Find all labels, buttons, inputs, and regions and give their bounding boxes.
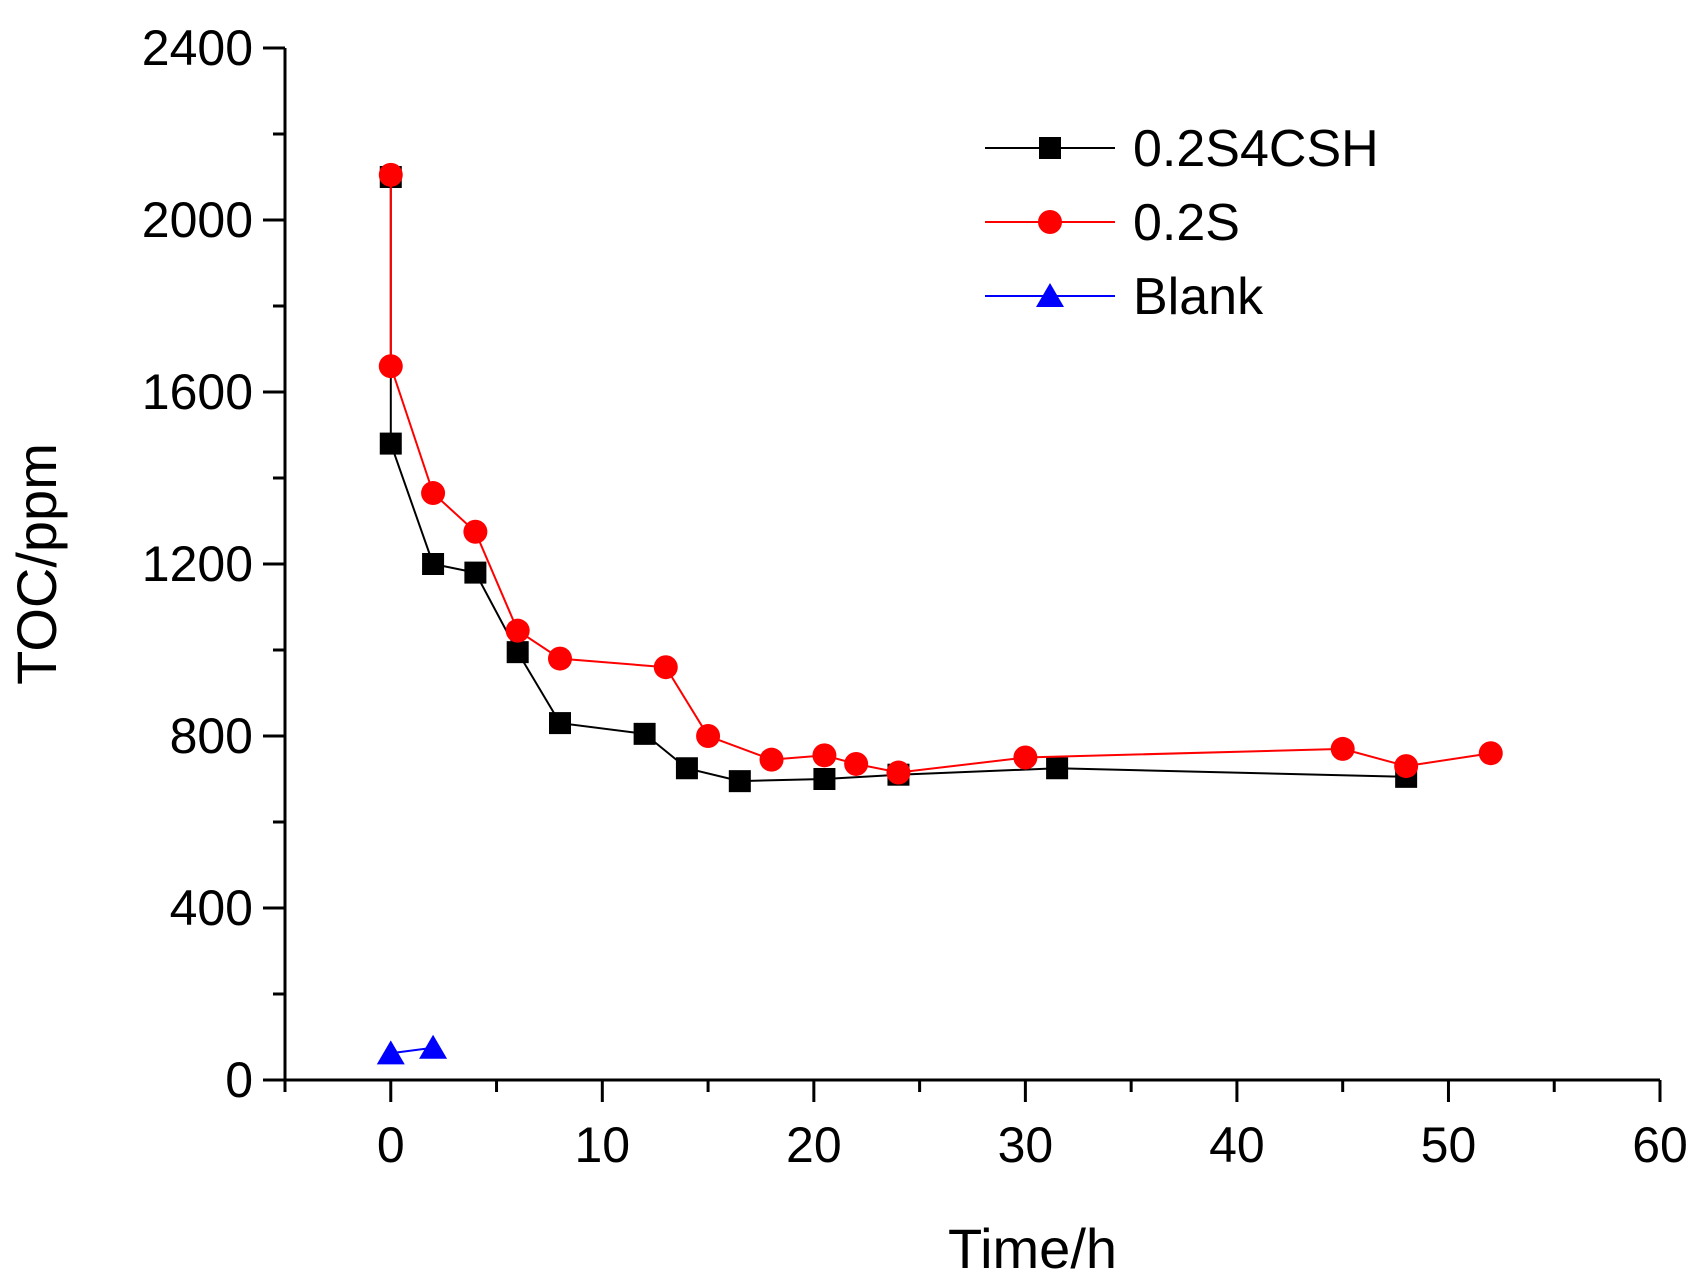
y-tick-label: 2000 [142,192,253,248]
legend-label: Blank [1133,268,1264,326]
data-point [549,712,571,735]
data-point [548,646,572,671]
data-point [421,481,446,506]
y-tick-label: 2400 [142,20,253,76]
x-tick-label: 60 [1632,1117,1688,1173]
data-point [378,162,403,187]
y-axis-title: TOC/ppm [5,443,68,685]
series-0.2S4CSH [379,166,1418,793]
data-point [422,553,445,575]
legend-marker [1039,137,1061,159]
x-tick-label: 40 [1209,1117,1265,1173]
series-layer [376,162,1503,1065]
data-point [844,751,869,776]
x-tick-label: 10 [574,1117,630,1173]
data-point [759,747,784,772]
data-point [506,641,529,664]
legend-label: 0.2S4CSH [1133,120,1379,178]
series-line [389,174,1491,774]
legend-marker [1038,210,1062,234]
axes: 0 400 800 1200 1600 2000 2400 0 10 20 30 40 50 60 [142,20,1688,1173]
y-tick-label: 1200 [142,536,253,592]
data-point [1478,741,1503,766]
data-point [419,1034,448,1059]
data-point [812,743,837,768]
data-point [1330,736,1355,761]
x-tick-label: 0 [377,1117,405,1173]
data-point [464,561,487,584]
legend-item: Blank [985,268,1264,326]
data-point [379,432,402,455]
x-tick-label: 20 [786,1117,842,1173]
data-point [1013,745,1038,770]
legend-label: 0.2S [1133,194,1240,252]
legend-item: 0.2S [985,194,1240,252]
legend-item: 0.2S4CSH [985,120,1379,178]
data-point [728,770,751,793]
data-point [1394,754,1419,779]
data-point [376,1040,405,1065]
y-tick-label: 0 [225,1052,253,1108]
data-point [378,354,403,379]
series-Blank [376,1034,448,1065]
x-axis-title: Time/h [948,1217,1117,1280]
series-0.2S [378,162,1503,785]
x-tick-label: 30 [998,1117,1054,1173]
legend: 0.2S4CSH 0.2S Blank [985,120,1379,326]
data-point [463,519,488,544]
data-point [675,757,698,780]
data-point [505,618,530,643]
data-point [1046,757,1069,780]
x-tick-label: 50 [1421,1117,1477,1173]
data-point [653,655,678,680]
legend-marker [1036,283,1064,307]
data-point [886,760,911,785]
data-point [633,722,656,745]
y-tick-label: 800 [170,708,253,764]
data-point [696,724,721,748]
data-point [813,768,836,790]
y-tick-label: 1600 [142,364,253,420]
y-tick-label: 400 [170,880,253,936]
